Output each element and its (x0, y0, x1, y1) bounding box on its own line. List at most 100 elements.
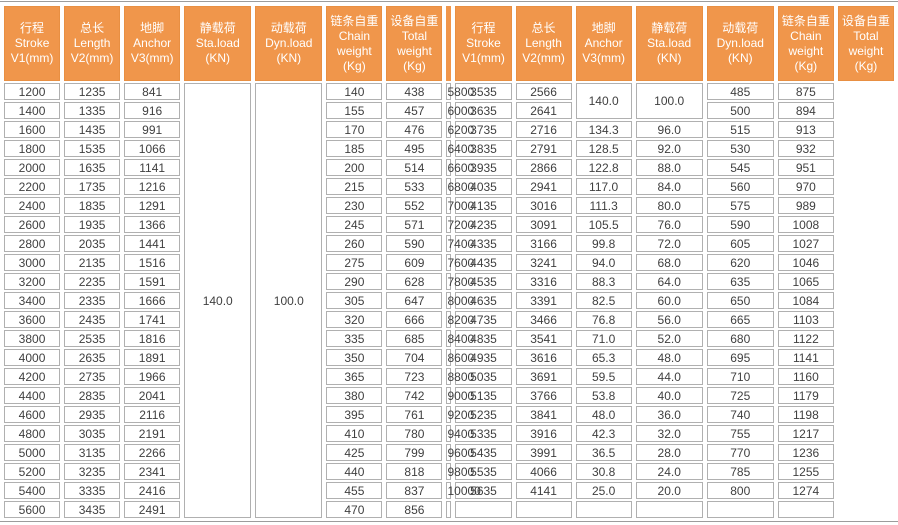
cell-length: 1535 (64, 140, 121, 157)
cell-total-weight (777, 501, 834, 518)
cell-length: 1735 (64, 178, 121, 195)
cell-anchor: 2716 (515, 121, 572, 138)
cell-total-weight: 837 (386, 482, 443, 499)
cell-chain-weight: 410 (326, 425, 383, 442)
cell-stroke: 5600 (4, 501, 61, 518)
cell-stroke: 6200 (446, 121, 474, 138)
col-header-right-anchor: 地脚 Anchor V3(mm) (575, 6, 632, 81)
cell-length: 3435 (64, 501, 121, 518)
cell-chain-weight: 470 (326, 501, 383, 518)
cell-anchor: 1516 (124, 254, 181, 271)
cell-chain-weight: 530 (706, 140, 774, 157)
cell-stroke: 4200 (4, 368, 61, 385)
cell-length: 4135 (455, 197, 512, 214)
cell-stroke: 6600 (446, 159, 474, 176)
cell-length: 3335 (64, 482, 121, 499)
cell-sta-load: 128.5 (575, 140, 632, 157)
cell-anchor: 2416 (124, 482, 181, 499)
cell-sta-load: 88.3 (575, 273, 632, 290)
cell-length: 2035 (64, 235, 121, 252)
cell-stroke: 2600 (4, 216, 61, 233)
cell-total-weight: 514 (386, 159, 443, 176)
cell-dyn-load: 100.0 (635, 83, 703, 119)
cell-anchor: 2566 (515, 83, 572, 100)
cell-chain-weight: 350 (326, 349, 383, 366)
cell-stroke: 1400 (4, 102, 61, 119)
table-row: 12001235841140.0100.01404385800353525661… (4, 83, 894, 518)
cell-chain-weight: 755 (706, 425, 774, 442)
cell-length: 2435 (64, 311, 121, 328)
col-header-right-stroke: 行程 Stroke V1(mm) (455, 6, 512, 81)
cell-total-weight: 647 (386, 292, 443, 309)
cell-total-weight: 1198 (777, 406, 834, 423)
col-header-left-anchor: 地脚 Anchor V3(mm) (124, 6, 181, 81)
cell-length: 3035 (64, 425, 121, 442)
cell-total-weight: 1027 (777, 235, 834, 252)
cell-stroke: 7400 (446, 235, 474, 252)
cell-dyn-load: 80.0 (635, 197, 703, 214)
cell-anchor: 3766 (515, 387, 572, 404)
cell-sta-load: 122.8 (575, 159, 632, 176)
cell-length: 5535 (455, 463, 512, 480)
cell-total-weight: 457 (386, 102, 443, 119)
cell-stroke: 2800 (4, 235, 61, 252)
cell-length: 3835 (455, 140, 512, 157)
cell-anchor: 1966 (124, 368, 181, 385)
cell-length: 5035 (455, 368, 512, 385)
cell-dyn-load: 36.0 (635, 406, 703, 423)
cell-total-weight: 913 (777, 121, 834, 138)
cell-chain-weight: 545 (706, 159, 774, 176)
cell-total-weight: 1046 (777, 254, 834, 271)
cell-anchor: 3541 (515, 330, 572, 347)
cell-dyn-load: 100.0 (255, 83, 323, 518)
cell-length: 3935 (455, 159, 512, 176)
cell-dyn-load: 44.0 (635, 368, 703, 385)
cell-chain-weight: 725 (706, 387, 774, 404)
cell-total-weight: 590 (386, 235, 443, 252)
cell-length: 4435 (455, 254, 512, 271)
cell-stroke: 5800 (446, 83, 474, 100)
cell-dyn-load: 40.0 (635, 387, 703, 404)
spec-table-body: 12001235841140.0100.01404385800353525661… (4, 83, 894, 518)
cell-sta-load: 25.0 (575, 482, 632, 499)
cell-length: 5635 (455, 482, 512, 499)
cell-length: 4735 (455, 311, 512, 328)
cell-total-weight: 1084 (777, 292, 834, 309)
cell-sta-load: 134.3 (575, 121, 632, 138)
cell-anchor: 1066 (124, 140, 181, 157)
col-header-left-stroke: 行程 Stroke V1(mm) (4, 6, 61, 81)
cell-total-weight: 704 (386, 349, 443, 366)
cell-total-weight: 1236 (777, 444, 834, 461)
cell-chain-weight: 275 (326, 254, 383, 271)
cell-total-weight: 666 (386, 311, 443, 328)
cell-dyn-load (635, 501, 703, 518)
cell-anchor: 2866 (515, 159, 572, 176)
cell-anchor: 1141 (124, 159, 181, 176)
cell-total-weight: 723 (386, 368, 443, 385)
cell-sta-load: 99.8 (575, 235, 632, 252)
cell-anchor: 1216 (124, 178, 181, 195)
cell-stroke: 5000 (4, 444, 61, 461)
cell-length: 2935 (64, 406, 121, 423)
cell-dyn-load: 52.0 (635, 330, 703, 347)
cell-anchor: 841 (124, 83, 181, 100)
cell-total-weight: 818 (386, 463, 443, 480)
cell-dyn-load: 48.0 (635, 349, 703, 366)
cell-sta-load: 94.0 (575, 254, 632, 271)
cell-chain-weight: 320 (326, 311, 383, 328)
cell-chain-weight: 485 (706, 83, 774, 100)
cell-anchor: 2341 (124, 463, 181, 480)
cell-length: 3135 (64, 444, 121, 461)
cell-total-weight: 533 (386, 178, 443, 195)
cell-stroke: 8000 (446, 292, 474, 309)
cell-sta-load: 59.5 (575, 368, 632, 385)
cell-length: 1235 (64, 83, 121, 100)
cell-chain-weight: 695 (706, 349, 774, 366)
cell-chain-weight: 515 (706, 121, 774, 138)
cell-length: 2335 (64, 292, 121, 309)
